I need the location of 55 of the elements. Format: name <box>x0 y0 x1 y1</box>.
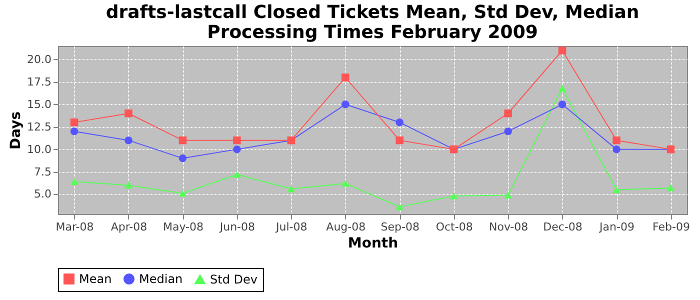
y-tick-label: 12.5 <box>27 120 52 134</box>
x-tick-label: Jun-08 <box>218 220 256 234</box>
point <box>342 180 350 187</box>
point <box>178 136 187 144</box>
point <box>612 186 620 194</box>
legend-label: Std Dev <box>210 272 258 286</box>
y-tick-label: 20.0 <box>27 52 52 66</box>
x-tick-label: Nov-08 <box>488 220 528 234</box>
point <box>612 145 620 154</box>
x-tick-label: Jul-08 <box>275 220 308 234</box>
point <box>178 190 187 197</box>
point <box>396 203 404 210</box>
point <box>450 192 458 200</box>
point <box>504 127 512 136</box>
point <box>558 46 566 54</box>
x-tick-label: Mar-08 <box>56 220 94 234</box>
point <box>124 182 132 189</box>
point <box>504 192 512 198</box>
point <box>666 184 675 192</box>
point <box>558 84 566 92</box>
point <box>233 145 241 154</box>
y-tick-label: 17.5 <box>27 75 52 88</box>
point <box>504 110 512 118</box>
point <box>178 154 187 162</box>
legend-label: Median <box>139 272 183 286</box>
point <box>233 171 241 178</box>
x-axis-title: Month <box>348 236 398 252</box>
point <box>558 100 566 108</box>
x-tick-label: Dec-08 <box>543 220 582 234</box>
legend-label: Mean <box>79 272 112 286</box>
x-tick-label: May-08 <box>162 220 204 234</box>
point <box>396 118 404 126</box>
y-tick-label: 5.0 <box>34 188 52 201</box>
point <box>70 127 78 136</box>
y-tick-label: 7.5 <box>34 165 52 178</box>
point <box>70 178 78 186</box>
point <box>70 118 78 126</box>
x-tick-label: Feb-09 <box>652 220 690 234</box>
point <box>124 136 132 144</box>
x-tick-label: Aug-08 <box>326 220 366 234</box>
y-tick-label: 15.0 <box>27 98 52 111</box>
x-tick-label: Sep-08 <box>380 220 420 234</box>
x-tick-label: Jan-09 <box>598 220 634 234</box>
x-tick-label: Apr-08 <box>110 220 148 234</box>
point <box>233 136 241 144</box>
point <box>342 100 350 108</box>
point <box>612 136 620 144</box>
y-axis-title: Days <box>8 111 24 150</box>
chart-title: drafts-lastcall Closed Tickets Mean, Std Dev, Median Processing Times February 2009 <box>106 2 640 43</box>
y-tick-label: 10.0 <box>27 142 52 156</box>
point <box>124 110 132 118</box>
point <box>287 185 296 192</box>
point <box>342 74 350 82</box>
point <box>396 136 404 144</box>
x-tick-label: Oct-08 <box>436 220 473 234</box>
